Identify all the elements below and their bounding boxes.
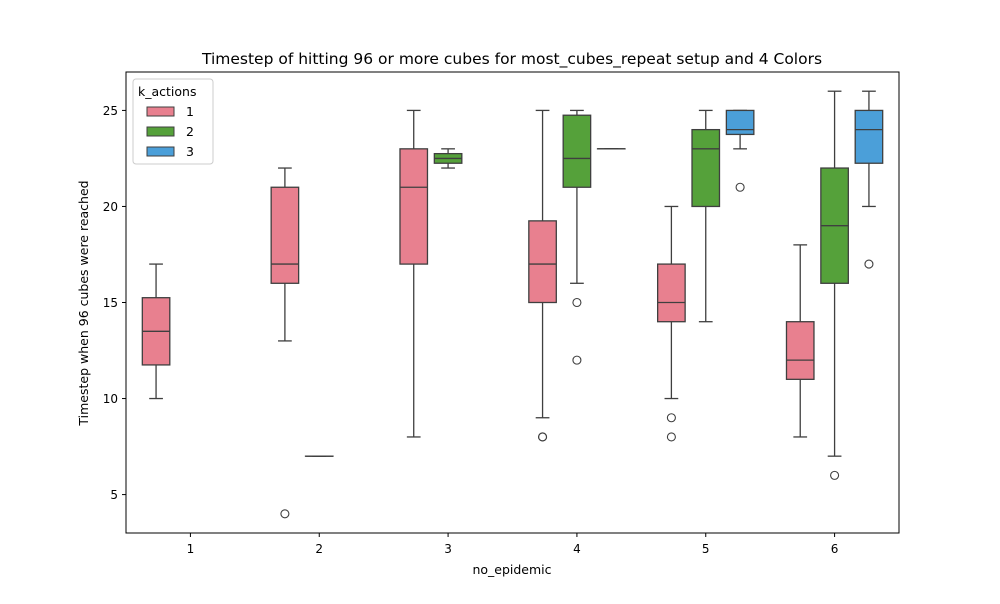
legend-label: 3: [186, 144, 194, 159]
box-iqr: [726, 110, 753, 134]
legend-swatch: [147, 147, 174, 156]
plot-area: 5 10 15 20 25 1 2 3 4 5 6: [103, 72, 899, 556]
box-k1-epi2: [271, 168, 298, 518]
outlier-point: [573, 356, 581, 364]
box-k1-epi5: [658, 206, 685, 441]
box-k1-epi3: [400, 110, 427, 437]
x-tick-label: 5: [702, 542, 710, 556]
box-iqr: [786, 322, 813, 380]
y-axis-label: Timestep when 96 cubes were reached: [76, 180, 91, 426]
plot-frame: [126, 72, 899, 533]
outlier-point: [865, 260, 873, 268]
outlier-point: [667, 433, 675, 441]
box-iqr: [563, 115, 590, 187]
y-tick-label: 15: [103, 296, 118, 310]
x-tick-label: 2: [315, 542, 323, 556]
legend: k_actions 1 2 3: [133, 79, 213, 164]
box-k1-epi1: [142, 264, 169, 398]
box-k2-epi6: [821, 91, 848, 479]
chart-title: Timestep of hitting 96 or more cubes for…: [201, 50, 822, 69]
box-k1-epi6: [786, 245, 813, 437]
x-tick-label: 4: [573, 542, 581, 556]
legend-swatch: [147, 107, 174, 116]
box-iqr: [692, 130, 719, 207]
x-axis-label: no_epidemic: [472, 562, 551, 577]
box-k2-epi3: [434, 149, 461, 168]
box-k3-epi5: [726, 110, 753, 191]
legend-title: k_actions: [138, 84, 196, 99]
legend-swatch: [147, 127, 174, 136]
x-tick-label: 1: [187, 542, 195, 556]
box-k3-epi6: [855, 91, 882, 268]
box-k2-epi4: [563, 110, 590, 364]
outlier-point: [281, 510, 289, 518]
box-k2-epi5: [692, 110, 719, 321]
legend-label: 1: [186, 104, 194, 119]
y-tick-label: 5: [110, 488, 118, 502]
box-k1-epi4: [529, 110, 556, 441]
box-iqr: [855, 110, 882, 163]
box-iqr: [658, 264, 685, 322]
outlier-point: [667, 414, 675, 422]
x-tick-label: 6: [831, 542, 839, 556]
box-iqr: [400, 149, 427, 264]
outlier-point: [736, 183, 744, 191]
y-tick-label: 20: [103, 200, 118, 214]
outlier-point: [539, 433, 547, 441]
outlier-point: [831, 471, 839, 479]
box-iqr: [529, 221, 556, 303]
box-iqr: [271, 187, 298, 283]
outlier-point: [573, 299, 581, 307]
x-tick-label: 3: [444, 542, 452, 556]
y-tick-label: 10: [103, 392, 118, 406]
y-tick-label: 25: [103, 104, 118, 118]
legend-label: 2: [186, 124, 194, 139]
